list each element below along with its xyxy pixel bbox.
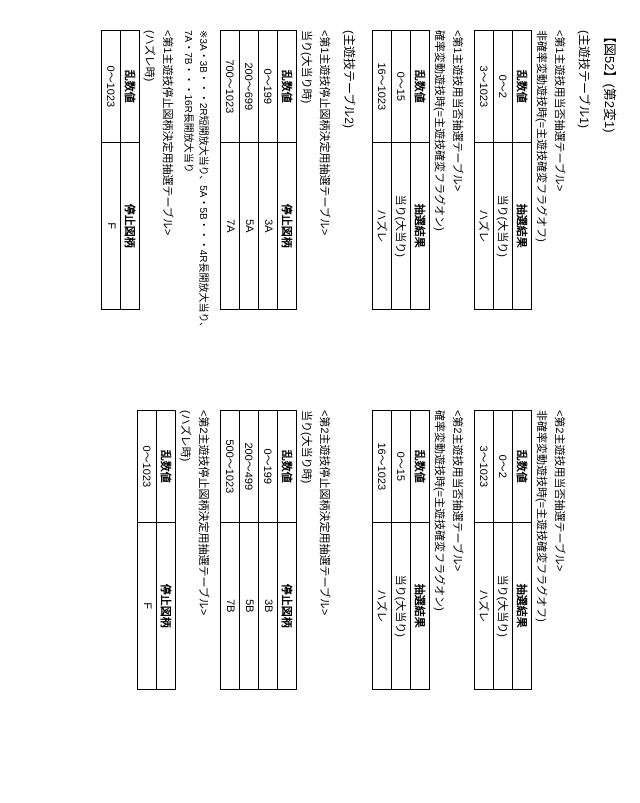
section2-left-col: <第1主遊技停止図柄決定用抽選テーブル> 当り(大当り時) 乱数値停止図柄 0～… <box>93 30 337 350</box>
td: 5B <box>240 522 259 689</box>
td: 200～699 <box>240 31 259 143</box>
td: 700～1023 <box>221 31 240 143</box>
tbl-sub: 非確率変動遊技時(=主遊技確変フラグオフ) <box>534 410 550 730</box>
th: 乱数値 <box>278 31 297 143</box>
td: 3A <box>259 142 278 309</box>
tbl-sub: 非確率変動遊技時(=主遊技確変フラグオフ) <box>534 30 550 350</box>
section1-left-col: <第1主遊技用当否抽選テーブル> 非確率変動遊技時(=主遊技確変フラグオフ) 乱… <box>364 30 572 350</box>
td: 0～1023 <box>138 411 157 523</box>
td: 3B <box>259 522 278 689</box>
th: 停止図柄 <box>157 522 176 689</box>
th: 抽選結果 <box>513 142 532 309</box>
td: 16～1023 <box>373 411 392 523</box>
table-r1: 乱数値抽選結果 0～2当り(大当り) 3～1023ハズレ <box>474 410 532 690</box>
td: 0～15 <box>392 411 411 523</box>
table-l4: 乱数値停止図柄 0～1023F <box>101 30 140 310</box>
td: 当り(大当り) <box>392 522 411 689</box>
figure-label: 【図52】(第2変1) <box>601 30 620 773</box>
tbl-sub: 当り(大当り時) <box>299 30 315 350</box>
td: 当り(大当り) <box>392 142 411 309</box>
td: 当り(大当り) <box>494 142 513 309</box>
td: F <box>102 142 121 309</box>
td: ハズレ <box>373 142 392 309</box>
td: ハズレ <box>475 142 494 309</box>
tbl-title: <第1主遊技用当否抽選テーブル> <box>450 30 466 350</box>
tbl-sub: 確率変動遊技時(=主遊技確変フラグオン) <box>432 30 448 350</box>
th: 乱数値 <box>411 411 430 523</box>
th: 停止図柄 <box>278 142 297 309</box>
th: 乱数値 <box>513 31 532 143</box>
tbl-sub: 確率変動遊技時(=主遊技確変フラグオン) <box>432 410 448 730</box>
table-l2: 乱数値抽選結果 0～15当り(大当り) 16～1023ハズレ <box>372 30 430 310</box>
note: ※3A・3B・・・2R短開放大当り、5A・5B・・・4R長開放大当り、7A・7B… <box>182 30 212 350</box>
td: 0～1023 <box>102 31 121 143</box>
section1-label: (主遊技テーブル1) <box>576 30 593 773</box>
td: 200～499 <box>240 411 259 523</box>
td: 16～1023 <box>373 31 392 143</box>
td: 5A <box>240 142 259 309</box>
page-content: 【図52】(第2変1) (主遊技テーブル1) <第1主遊技用当否抽選テーブル> … <box>0 0 640 803</box>
tbl-title: <第1主遊技停止図柄決定用抽選テーブル> <box>317 30 333 350</box>
td: 0～2 <box>494 31 513 143</box>
th: 乱数値 <box>121 31 140 143</box>
tbl-sub: 当り(大当り時) <box>299 410 315 730</box>
tbl-sub: (ハズレ時) <box>178 410 194 730</box>
td: 0～15 <box>392 31 411 143</box>
section1-columns: <第1主遊技用当否抽選テーブル> 非確率変動遊技時(=主遊技確変フラグオフ) 乱… <box>364 30 572 773</box>
table-r4: 乱数値停止図柄 0～1023F <box>137 410 176 690</box>
td: 500～1023 <box>221 411 240 523</box>
td: 0～199 <box>259 31 278 143</box>
td: 3～1023 <box>475 411 494 523</box>
th: 抽選結果 <box>411 522 430 689</box>
tbl-sub: (ハズレ時) <box>142 30 158 350</box>
table-r3: 乱数値停止図柄 0～1993B 200～4995B 500～10237B <box>220 410 297 690</box>
section2-columns: <第1主遊技停止図柄決定用抽選テーブル> 当り(大当り時) 乱数値停止図柄 0～… <box>93 30 337 773</box>
td: 当り(大当り) <box>494 522 513 689</box>
tbl-title: <第2主遊技用当否抽選テーブル> <box>552 410 568 730</box>
th: 乱数値 <box>411 31 430 143</box>
section1-right-col: <第2主遊技用当否抽選テーブル> 非確率変動遊技時(=主遊技確変フラグオフ) 乱… <box>364 410 572 730</box>
th: 停止図柄 <box>278 522 297 689</box>
tbl-title: <第2主遊技停止図柄決定用抽選テーブル> <box>196 410 212 730</box>
section2-label: (主遊技テーブル2) <box>341 30 358 773</box>
th: 乱数値 <box>513 411 532 523</box>
th: 乱数値 <box>278 411 297 523</box>
td: F <box>138 522 157 689</box>
td: 3～1023 <box>475 31 494 143</box>
table-l3: 乱数値停止図柄 0～1993A 200～6995A 700～10237A <box>220 30 297 310</box>
th: 乱数値 <box>157 411 176 523</box>
tbl-title: <第1主遊技用当否抽選テーブル> <box>552 30 568 350</box>
td: 0～199 <box>259 411 278 523</box>
tbl-title: <第2主遊技用当否抽選テーブル> <box>450 410 466 730</box>
th: 停止図柄 <box>121 142 140 309</box>
td: 0～2 <box>494 411 513 523</box>
th: 抽選結果 <box>411 142 430 309</box>
table-r2: 乱数値抽選結果 0～15当り(大当り) 16～1023ハズレ <box>372 410 430 690</box>
table-l1: 乱数値抽選結果 0～2当り(大当り) 3～1023ハズレ <box>474 30 532 310</box>
section2-right-col: <第2主遊技停止図柄決定用抽選テーブル> 当り(大当り時) 乱数値停止図柄 0～… <box>93 410 337 730</box>
tbl-title: <第1主遊技停止図柄決定用抽選テーブル> <box>160 30 176 350</box>
td: ハズレ <box>475 522 494 689</box>
th: 抽選結果 <box>513 522 532 689</box>
td: ハズレ <box>373 522 392 689</box>
tbl-title: <第2主遊技停止図柄決定用抽選テーブル> <box>317 410 333 730</box>
td: 7A <box>221 142 240 309</box>
td: 7B <box>221 522 240 689</box>
